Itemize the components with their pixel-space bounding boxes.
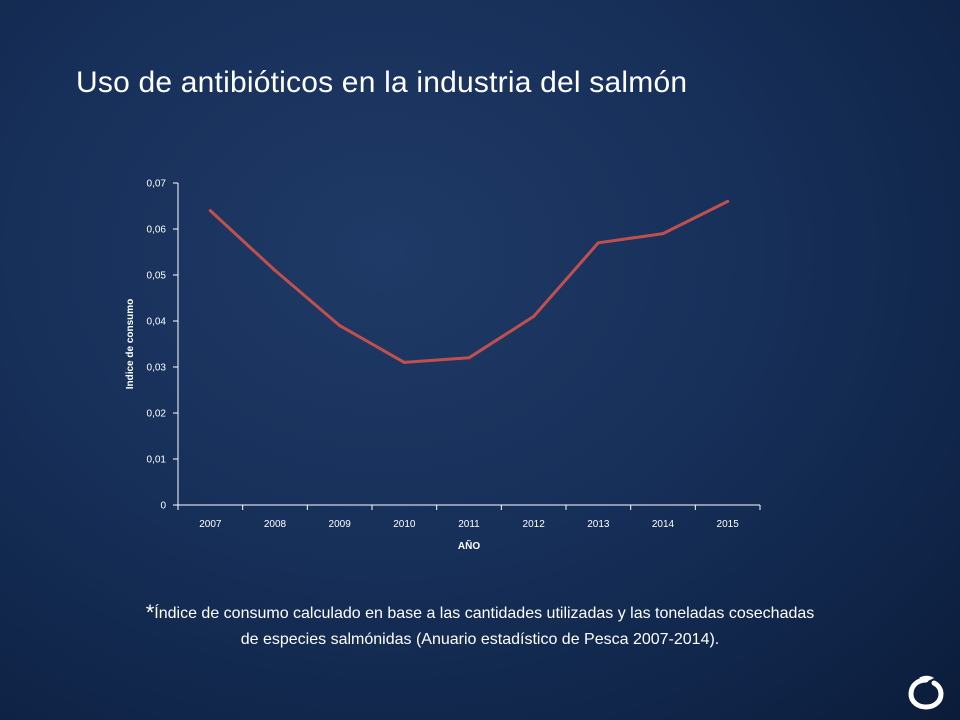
footnote-text-2: de especies salmónidas (Anuario estadíst… bbox=[240, 631, 720, 648]
x-tick-label: 2010 bbox=[393, 519, 416, 530]
y-tick-label: 0,03 bbox=[147, 363, 167, 374]
x-tick-label: 2007 bbox=[199, 519, 222, 530]
y-tick-label: 0,04 bbox=[147, 317, 167, 328]
y-tick-label: 0 bbox=[160, 501, 166, 512]
data-point bbox=[338, 324, 342, 328]
y-tick-label: 0,02 bbox=[147, 409, 167, 420]
data-point bbox=[596, 241, 600, 245]
y-tick-label: 0,05 bbox=[147, 271, 167, 282]
chart-series bbox=[208, 199, 730, 364]
data-point bbox=[661, 232, 665, 236]
data-point bbox=[467, 356, 471, 360]
data-point bbox=[726, 199, 730, 203]
x-tick-label: 2008 bbox=[264, 519, 287, 530]
y-tick-label: 0,06 bbox=[147, 225, 167, 236]
x-tick-label: 2015 bbox=[717, 519, 740, 530]
data-point bbox=[402, 360, 406, 364]
footnote: *Índice de consumo calculado en base a l… bbox=[90, 600, 870, 653]
y-tick-label: 0,07 bbox=[147, 179, 167, 190]
data-point bbox=[208, 209, 212, 213]
x-axis-title: AÑO bbox=[458, 539, 480, 552]
chart-axes bbox=[173, 182, 761, 510]
data-point bbox=[273, 268, 277, 272]
x-tick-label: 2013 bbox=[587, 519, 610, 530]
y-axis-title: Indice de consumo bbox=[125, 299, 136, 390]
y-tick-label: 0,01 bbox=[147, 455, 167, 466]
slide-title: Uso de antibióticos en la industria del … bbox=[76, 66, 688, 99]
salmon-swirl-logo-icon bbox=[908, 675, 944, 710]
x-tick-label: 2009 bbox=[329, 519, 352, 530]
footnote-line-1: *Índice de consumo calculado en base a l… bbox=[90, 600, 870, 627]
data-point bbox=[532, 314, 536, 318]
series-line bbox=[208, 199, 730, 364]
x-tick-label: 2011 bbox=[458, 519, 480, 530]
chart-tick-labels: 0 0,01 0,02 0,03 0,04 0,05 0,06 0,07 2007 2008 200… bbox=[147, 179, 740, 531]
x-tick-label: 2014 bbox=[652, 519, 675, 530]
x-tick-label: 2012 bbox=[523, 519, 546, 530]
footnote-star: * bbox=[145, 600, 155, 625]
footnote-text-1: Índice de consumo calculado en base a la… bbox=[154, 605, 815, 622]
